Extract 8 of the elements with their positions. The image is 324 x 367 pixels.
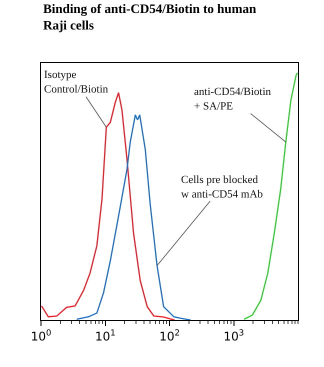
annotation: anti-CD54/Biotin + SA/PE	[194, 86, 272, 112]
x-tick-label: 10$^{2}$	[159, 327, 180, 344]
annotation: Cells pre blocked w anti-CD54 mAb	[181, 174, 264, 200]
x-tick-label: 10$^{0}$	[30, 327, 52, 344]
annotation: Isotype Control/Biotin	[44, 69, 109, 96]
x-tick-label: 10$^{3}$	[223, 327, 244, 344]
chart-title: Binding of anti-CD54/Biotin to human Raji cells	[43, 0, 257, 33]
x-tick-label: 10$^{1}$	[94, 327, 116, 344]
